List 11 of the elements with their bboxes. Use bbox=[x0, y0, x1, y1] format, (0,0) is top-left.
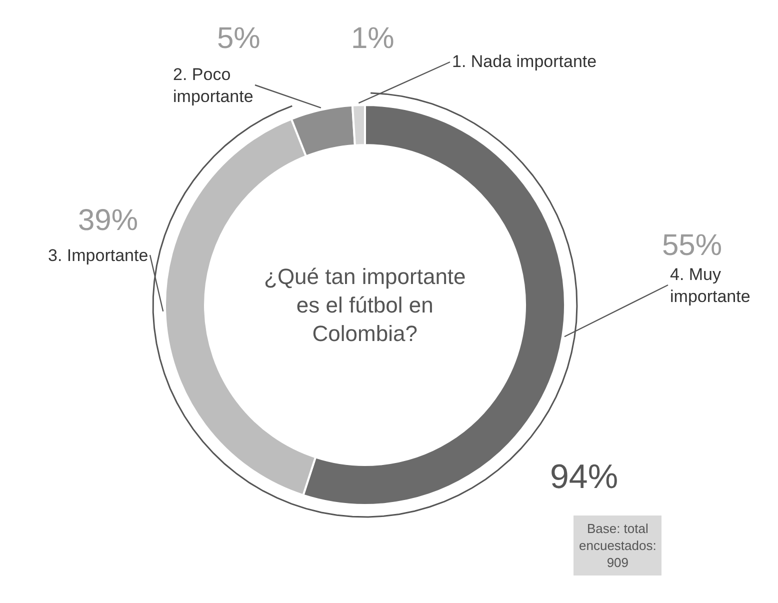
slice-label: 3. Importante bbox=[48, 246, 148, 265]
slice-label: 4. Muy importante bbox=[670, 265, 750, 306]
slice-label: 1. Nada importante bbox=[452, 52, 597, 71]
data-label: 5% bbox=[217, 22, 260, 55]
text: 94% bbox=[550, 458, 618, 496]
slice-label: 2. Poco importante bbox=[173, 65, 254, 106]
data-label: 1% bbox=[351, 22, 394, 55]
text: ¿Qué tan importante es el fútbol en Colombia? bbox=[264, 264, 466, 346]
data-label: 55% bbox=[662, 229, 722, 262]
text: Base: total encuestados: 909 bbox=[579, 521, 656, 570]
data-label: 39% bbox=[78, 204, 138, 237]
